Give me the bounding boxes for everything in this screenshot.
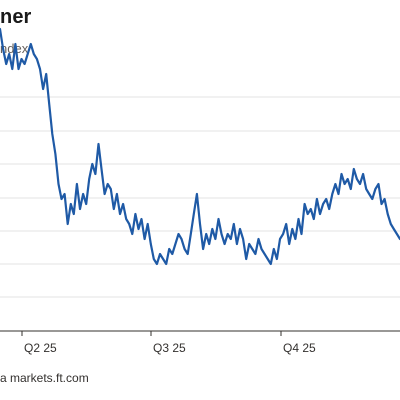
series-line bbox=[0, 27, 400, 266]
x-tick-label: Q3 25 bbox=[153, 341, 186, 355]
chart-title: ner bbox=[0, 6, 32, 28]
x-tick-label: Q4 25 bbox=[283, 341, 316, 355]
source-credit: a markets.ft.com bbox=[0, 371, 89, 385]
chart-gridlines bbox=[0, 96, 400, 298]
x-axis-labels: Q2 25 Q3 25 Q4 25 bbox=[24, 341, 316, 355]
x-axis-ticks bbox=[21, 331, 282, 336]
x-tick-label: Q2 25 bbox=[24, 341, 57, 355]
